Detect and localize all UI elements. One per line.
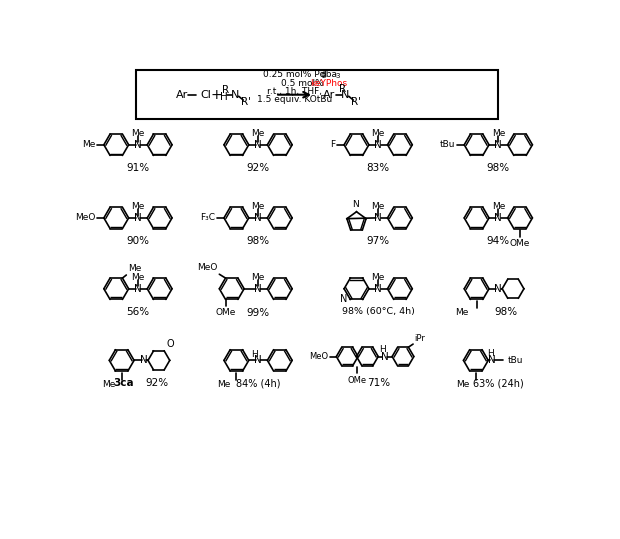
Text: Ar: Ar [323, 89, 335, 100]
Text: Me: Me [371, 129, 385, 137]
Text: tBu: tBu [508, 356, 523, 365]
Text: Me: Me [251, 129, 265, 137]
Text: R: R [222, 85, 229, 95]
Text: OMe: OMe [510, 239, 530, 248]
Text: 98%: 98% [247, 236, 270, 246]
Text: iPr: iPr [415, 334, 425, 343]
Text: 97%: 97% [366, 236, 390, 246]
Text: Me: Me [371, 202, 385, 211]
Text: Me: Me [82, 140, 95, 149]
Text: r.t., 1h, THF,: r.t., 1h, THF, [267, 87, 322, 96]
Text: Ar: Ar [176, 89, 188, 100]
Text: N: N [374, 284, 382, 294]
Text: N: N [231, 89, 239, 100]
Text: 63% (24h): 63% (24h) [473, 378, 524, 389]
Text: 94%: 94% [487, 236, 510, 246]
Text: F: F [330, 140, 335, 149]
Text: Me: Me [251, 202, 265, 211]
Text: H: H [251, 350, 257, 358]
Text: Me: Me [456, 381, 470, 389]
Text: 1.5 equiv. KOtBu: 1.5 equiv. KOtBu [257, 95, 332, 104]
Text: N: N [140, 355, 148, 365]
Text: N: N [134, 284, 142, 294]
Text: 0.25 mol% Pd: 0.25 mol% Pd [264, 70, 326, 79]
Text: N: N [374, 140, 382, 150]
Text: 2: 2 [322, 73, 326, 79]
Text: Me: Me [456, 308, 469, 317]
Text: Me: Me [131, 273, 144, 282]
Text: N: N [495, 284, 502, 294]
Text: H: H [487, 349, 494, 358]
Text: dba: dba [320, 70, 337, 79]
Text: MeO: MeO [75, 213, 95, 223]
Text: Me: Me [492, 202, 505, 211]
Text: N: N [495, 140, 502, 150]
Text: 99%: 99% [247, 308, 270, 319]
FancyBboxPatch shape [136, 70, 498, 119]
Text: N: N [254, 213, 262, 223]
Text: 98% (60°C, 4h): 98% (60°C, 4h) [342, 307, 415, 316]
Text: N: N [352, 199, 359, 209]
Text: 3: 3 [335, 73, 340, 79]
Text: R': R' [241, 98, 250, 107]
Text: O: O [167, 340, 174, 349]
Text: Me: Me [217, 381, 230, 389]
Text: OMe: OMe [215, 308, 236, 317]
Text: H: H [379, 345, 386, 354]
Text: 98%: 98% [487, 163, 510, 173]
Text: N: N [374, 213, 382, 223]
Text: N: N [340, 89, 349, 100]
Text: N: N [254, 284, 262, 294]
Text: 90%: 90% [126, 236, 149, 246]
Text: N: N [489, 355, 496, 365]
Text: OMe: OMe [348, 376, 367, 385]
Text: N: N [495, 213, 502, 223]
Text: Me: Me [128, 265, 141, 273]
Text: R': R' [351, 98, 361, 107]
Text: 91%: 91% [126, 163, 149, 173]
Text: 3ca: 3ca [113, 378, 134, 389]
Text: Me: Me [492, 129, 505, 137]
Text: 98%: 98% [495, 307, 518, 317]
Text: 92%: 92% [146, 378, 169, 389]
Text: 56%: 56% [126, 307, 149, 317]
Text: N: N [381, 351, 388, 362]
Text: MeO: MeO [309, 352, 329, 361]
Text: Me: Me [251, 273, 265, 282]
Text: Me: Me [371, 273, 385, 282]
Text: 0.5 mol%: 0.5 mol% [280, 79, 326, 88]
Text: N: N [134, 213, 142, 223]
Text: Cl: Cl [201, 89, 211, 100]
Text: 92%: 92% [247, 163, 270, 173]
Text: Me: Me [131, 202, 144, 211]
Text: N: N [134, 140, 142, 150]
Text: Me: Me [102, 381, 115, 389]
Text: 83%: 83% [366, 163, 390, 173]
Text: H: H [220, 92, 228, 102]
Text: Me: Me [131, 129, 144, 137]
Text: 84% (4h): 84% (4h) [236, 378, 280, 389]
Text: F₃C: F₃C [200, 213, 216, 223]
Text: tBu: tBu [440, 140, 456, 149]
Text: N: N [254, 355, 262, 365]
Text: MeO: MeO [197, 263, 218, 272]
Text: +: + [210, 88, 222, 102]
Text: 71%: 71% [366, 378, 390, 389]
Text: N: N [254, 140, 262, 150]
Text: R: R [339, 84, 346, 94]
Text: N: N [340, 294, 347, 305]
Text: keYPhos: keYPhos [310, 79, 347, 88]
